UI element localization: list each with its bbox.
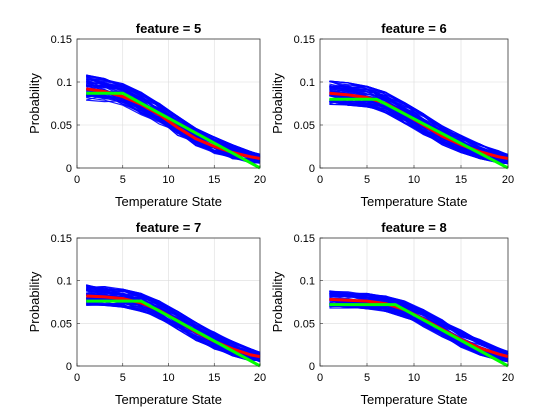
red-series-line [85,87,261,160]
y-tick-label: 0 [309,163,315,175]
trajectory-line [86,290,261,357]
green-series-line [329,303,509,368]
subplot-feature-7: 0 5 10 15 20 0 0.05 0.1 0.15 feature = 7 Tempera… [27,220,266,407]
subplot-feature-5: 0 5 10 15 20 0 0.05 0.1 0.15 feature = 5 Tempera… [27,21,266,209]
y-tick-label: 0.15 [294,233,315,245]
y-tick-label: 0.15 [51,34,72,46]
y-tick-label: 0.05 [294,318,315,330]
x-tick-label: 10 [408,372,420,384]
x-tick-label: 5 [120,174,126,186]
series-lines [76,237,261,368]
x-tick-label: 20 [502,372,514,384]
trajectory-line [86,74,261,157]
x-tick-label: 15 [208,174,220,186]
y-tick-label: 0.1 [57,276,72,288]
y-tick-label: 0.05 [51,318,72,330]
y-tick-label: 0.1 [57,77,72,89]
trajectory-line [86,97,261,164]
y-tick-label: 0.15 [294,34,315,46]
x-tick-label: 5 [120,372,126,384]
trajectory-line [329,80,509,156]
y-tick-label: 0.05 [51,120,72,132]
x-tick-label: 10 [162,372,174,384]
subplot-feature-6: 0 5 10 15 20 0 0.05 0.1 0.15 feature = 6 Tempera… [270,21,514,209]
y-axis-label: Probability [270,271,285,332]
trajectory-line [329,290,509,353]
y-tick-label: 0.1 [300,276,315,288]
x-tick-label: 15 [455,372,467,384]
x-tick-label: 20 [254,174,266,186]
x-tick-label: 0 [317,372,323,384]
x-tick-label: 5 [364,372,370,384]
subplot-title: feature = 7 [136,220,201,235]
subplot-title: feature = 8 [381,220,446,235]
x-tick-label: 0 [74,174,80,186]
y-tick-label: 0 [66,361,72,373]
tick-labels: 0 5 10 15 20 0 0.05 0.1 0.15 [51,34,267,186]
subplot-title: feature = 5 [136,21,201,36]
x-axis-label: Temperature State [115,392,222,407]
y-tick-label: 0.15 [51,233,72,245]
x-tick-label: 10 [162,174,174,186]
subplot-feature-8: 0 5 10 15 20 0 0.05 0.1 0.15 feature = 8 Tempera… [270,220,514,407]
trajectory-line [86,93,261,162]
x-axis-label: Temperature State [361,194,468,209]
x-axis-label: Temperature State [361,392,468,407]
x-axis-label: Temperature State [115,194,222,209]
x-tick-label: 0 [317,174,323,186]
y-tick-label: 0 [66,163,72,175]
trajectory-line [86,300,261,362]
x-tick-label: 20 [254,372,266,384]
y-tick-label: 0.1 [300,77,315,89]
y-axis-label: Probability [270,73,285,134]
x-tick-label: 15 [208,372,220,384]
tick-labels: 0 5 10 15 20 0 0.05 0.1 0.15 [51,233,267,384]
x-tick-label: 0 [74,372,80,384]
tick-labels: 0 5 10 15 20 0 0.05 0.1 0.15 [294,233,515,384]
x-tick-label: 15 [455,174,467,186]
green-series-line [86,299,261,368]
x-tick-label: 5 [364,174,370,186]
y-tick-label: 0.05 [294,120,315,132]
x-tick-label: 20 [502,174,514,186]
trajectory-line [86,285,261,355]
green-series-line [86,91,261,170]
green-series-line [329,97,509,170]
subplot-title: feature = 6 [381,21,446,36]
x-tick-label: 10 [408,174,420,186]
y-axis-label: Probability [27,271,42,332]
tick-labels: 0 5 10 15 20 0 0.05 0.1 0.15 [294,34,515,186]
y-tick-label: 0 [309,361,315,373]
y-axis-label: Probability [27,73,42,134]
trajectory-line [329,100,509,163]
